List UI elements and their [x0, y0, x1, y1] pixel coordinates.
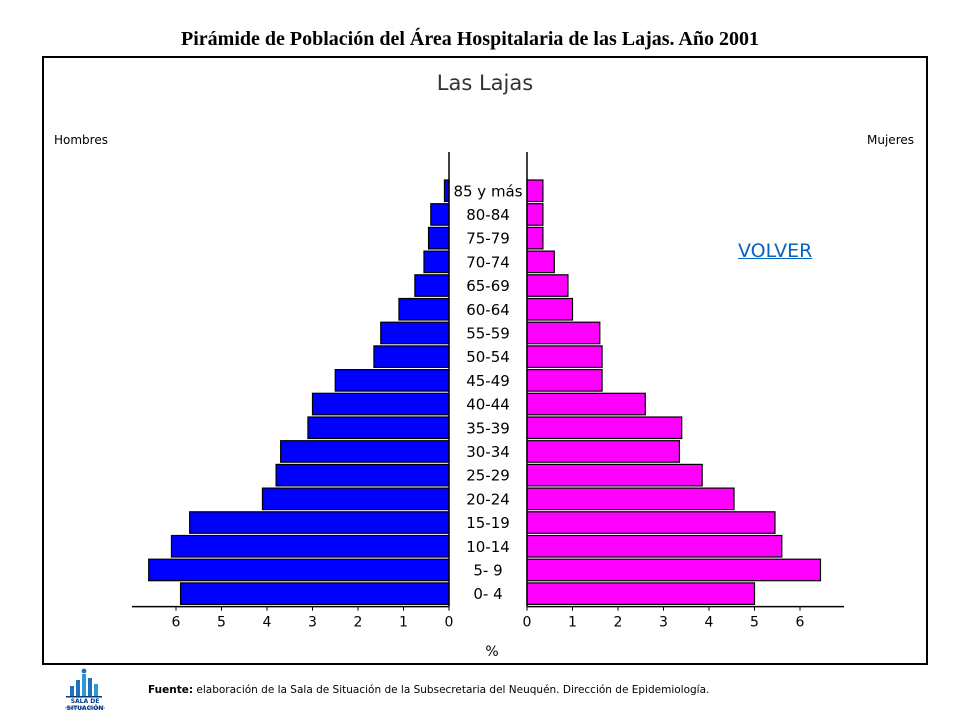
bar-mujeres-17: [526, 582, 756, 606]
bar-mujeres-5: [526, 297, 574, 321]
bar-hombres-10: [307, 416, 450, 440]
tick-label-right-6: 6: [796, 615, 805, 631]
bar-mujeres-10: [526, 416, 683, 440]
bar-mujeres-1: [526, 203, 544, 226]
chart-title: Las Lajas: [437, 71, 533, 95]
bar-mujeres-15: [526, 534, 783, 558]
tick-label-right-3: 3: [659, 615, 668, 631]
category-label-1: 80-84: [466, 206, 510, 224]
slide-title: Pirámide de Población del Área Hospitala…: [181, 28, 759, 50]
tick-label-right-5: 5: [750, 615, 759, 631]
bar-hombres-17: [179, 582, 450, 606]
category-label-12: 25-29: [466, 467, 510, 485]
left-group-label: Hombres: [54, 133, 108, 147]
bar-hombres-6: [380, 321, 450, 345]
bar-hombres-3: [423, 250, 450, 274]
right-group-label: Mujeres: [867, 133, 914, 147]
category-label-17: 0- 4: [473, 585, 502, 603]
category-label-2: 75-79: [466, 230, 510, 248]
category-label-11: 30-34: [466, 443, 510, 461]
bar-hombres-1: [430, 203, 450, 226]
bar-hombres-2: [427, 226, 450, 250]
source-note: Fuente: elaboración de la Sala de Situac…: [148, 684, 709, 696]
tick-label-left-2: 2: [354, 615, 363, 631]
tick-label-right-1: 1: [568, 615, 577, 631]
tick-label-left-5: 5: [217, 615, 226, 631]
category-label-8: 45-49: [466, 372, 510, 390]
x-axis-label: %: [485, 644, 498, 660]
tick-label-left-1: 1: [399, 615, 408, 631]
source-label: Fuente:: [148, 684, 194, 696]
bar-hombres-4: [414, 274, 450, 297]
volver-link[interactable]: VOLVER: [738, 240, 813, 262]
tick-label-right-0: 0: [523, 615, 532, 631]
bar-hombres-14: [189, 511, 450, 534]
category-label-9: 40-44: [466, 396, 510, 414]
category-label-7: 50-54: [466, 348, 510, 366]
logo-subtitle: MINISTERIO DE SALUD: [65, 706, 105, 710]
category-label-10: 35-39: [466, 419, 510, 437]
bar-hombres-16: [148, 558, 450, 582]
category-label-4: 65-69: [466, 277, 510, 295]
bar-mujeres-16: [526, 558, 822, 582]
category-label-0: 85 y más: [453, 182, 522, 200]
bar-mujeres-4: [526, 274, 569, 297]
tick-label-left-3: 3: [308, 615, 317, 631]
bar-hombres-5: [398, 297, 450, 321]
logo-bars-icon: [66, 668, 102, 698]
category-label-3: 70-74: [466, 253, 510, 271]
bar-mujeres-13: [526, 487, 735, 511]
sala-de-situacion-logo: SALA DE SITUACIÓN MINISTERIO DE SALUD: [52, 668, 118, 716]
logo-title: SALA DE SITUACIÓN: [66, 698, 104, 712]
tick-label-right-2: 2: [614, 615, 623, 631]
category-label-14: 15-19: [466, 514, 510, 532]
bar-mujeres-3: [526, 250, 555, 274]
category-label-15: 10-14: [466, 538, 510, 556]
bar-mujeres-8: [526, 369, 603, 392]
bar-hombres-8: [334, 369, 450, 392]
bar-hombres-9: [311, 392, 450, 416]
category-label-13: 20-24: [466, 490, 510, 508]
bar-mujeres-0: [526, 179, 544, 203]
tick-label-left-0: 0: [445, 615, 454, 631]
bar-hombres-13: [261, 487, 450, 511]
category-label-16: 5- 9: [473, 561, 502, 579]
category-label-5: 60-64: [466, 301, 510, 319]
bar-mujeres-7: [526, 345, 603, 368]
bar-mujeres-6: [526, 321, 601, 345]
bar-hombres-12: [275, 463, 450, 487]
bar-mujeres-9: [526, 392, 646, 416]
bar-hombres-15: [170, 534, 450, 558]
bar-mujeres-2: [526, 226, 544, 250]
bar-hombres-11: [280, 440, 450, 463]
bar-mujeres-12: [526, 463, 703, 487]
tick-label-left-6: 6: [172, 615, 181, 631]
source-text: elaboración de la Sala de Situación de l…: [193, 684, 710, 696]
bar-hombres-7: [373, 345, 450, 368]
category-label-6: 55-59: [466, 324, 510, 342]
tick-label-right-4: 4: [705, 615, 714, 631]
tick-label-left-4: 4: [263, 615, 272, 631]
bar-mujeres-11: [526, 440, 681, 463]
bar-mujeres-14: [526, 511, 776, 534]
